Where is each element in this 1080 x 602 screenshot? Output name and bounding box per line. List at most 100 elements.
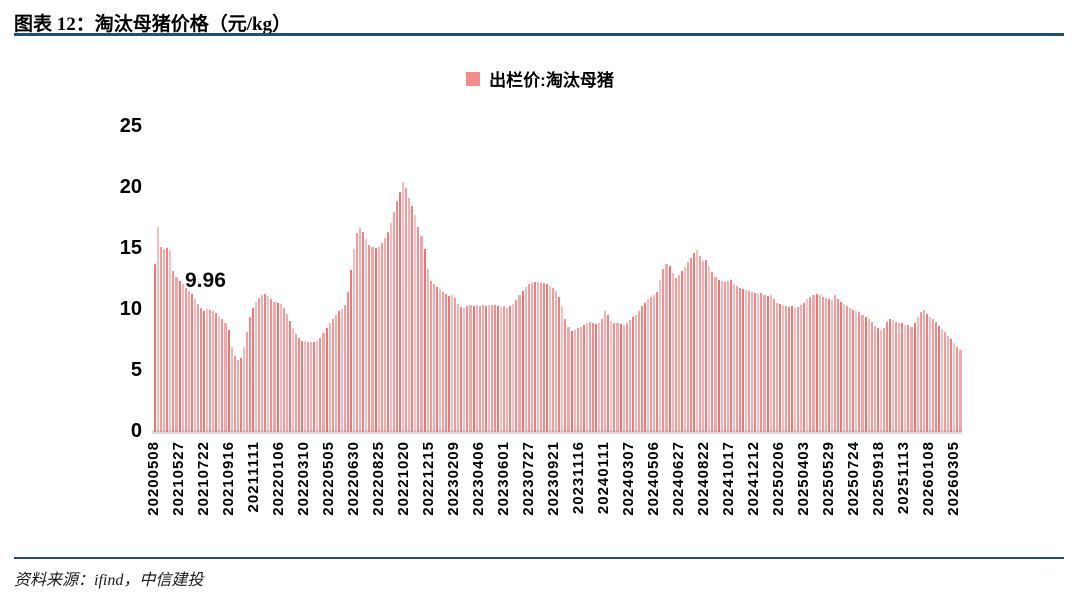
bar [778,303,781,432]
bar [616,323,619,432]
bar [469,305,472,432]
bar [546,284,549,432]
bar [916,317,919,432]
bar [729,280,732,432]
bar [448,296,451,432]
bar [356,233,359,432]
bar [484,306,487,432]
bar [647,299,650,432]
bar [895,321,898,432]
legend-label: 出栏价:淘汰母猪 [489,71,614,90]
bar [310,342,313,432]
chart-legend: 出栏价:淘汰母猪 [0,66,1080,91]
bar [668,266,671,432]
bar [279,303,282,432]
bar [953,342,956,432]
bar [377,246,380,432]
bar [340,308,343,432]
bar [659,279,662,432]
bar [827,299,830,432]
bar [821,296,824,432]
x-tick-label: 20230921 [545,441,562,516]
bar [723,281,726,432]
bar [879,329,882,432]
bar [585,322,588,432]
bar [549,285,552,432]
bar [861,314,864,432]
bar [307,341,310,432]
bar [190,294,193,432]
bar [840,301,843,432]
bar [950,339,953,432]
x-tick-label: 20240307 [620,441,637,516]
bar [521,290,524,432]
bar [628,319,631,432]
bar [738,288,741,432]
bar [255,301,258,432]
bar [264,294,267,432]
bar [457,303,460,432]
bar [196,303,199,432]
x-tick-label: 20260108 [920,441,937,516]
bar [693,252,696,432]
x-tick-label: 20210916 [220,441,237,516]
bar [405,188,408,432]
bar [402,181,405,432]
bar [304,341,307,432]
bar [316,340,319,432]
bar [699,256,702,432]
bar [236,360,239,432]
bar [836,299,839,432]
bar [325,328,328,432]
bar [619,324,622,432]
x-tick-label: 20220106 [270,441,287,516]
bar [637,311,640,432]
bar [748,291,751,432]
x-tick-label: 20211111 [245,441,262,513]
bar [931,318,934,432]
bar [760,292,763,432]
bar [261,295,264,432]
bar [509,305,512,432]
bar [242,346,245,432]
bar [702,260,705,432]
bar [175,277,178,432]
bar [705,260,708,432]
bar [542,283,545,432]
bar [604,311,607,432]
bar [892,319,895,432]
bar [512,303,515,432]
bar [193,299,196,432]
x-tick-label: 20240627 [670,441,687,516]
bar [843,303,846,432]
bar [852,310,855,432]
x-tick-label: 20250529 [820,441,837,516]
bar [708,266,711,432]
bar [414,214,417,432]
x-tick-label: 20250206 [770,441,787,516]
bar [291,328,294,432]
bar [686,262,689,432]
bar [849,308,852,432]
bar [267,296,270,432]
bar [359,228,362,432]
x-tick-label: 20240111 [595,441,612,515]
bar [497,306,500,432]
bar [411,206,414,432]
bar [717,279,720,432]
bar [157,227,160,432]
bar [956,346,959,432]
x-axis-baseline [152,430,962,434]
bar [248,317,251,432]
x-tick-label: 20250918 [870,441,887,516]
bar [481,305,484,432]
bar [818,294,821,432]
bar [806,299,809,432]
bar [561,306,564,432]
x-tick-label: 20231116 [570,441,587,515]
x-tick-label: 20230209 [445,441,462,516]
bar [475,305,478,432]
x-tick-label: 20260305 [945,441,962,516]
x-tick-label: 20240506 [645,441,662,516]
bar [634,314,637,432]
